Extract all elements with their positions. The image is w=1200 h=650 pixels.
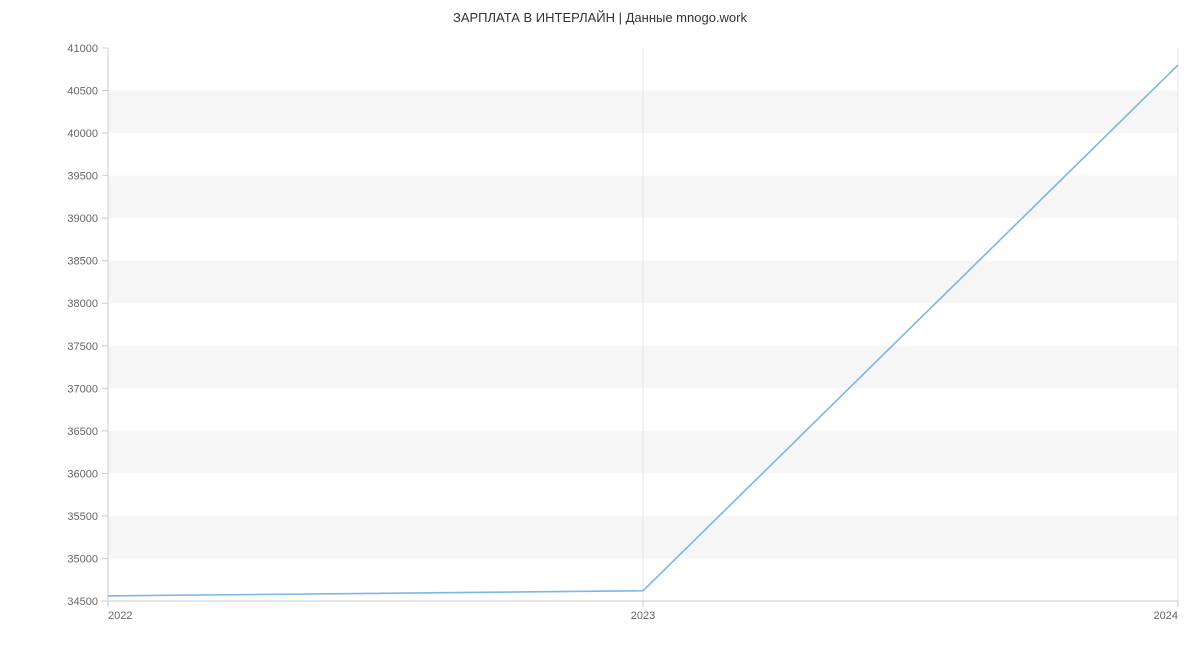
svg-text:36000: 36000 bbox=[67, 468, 98, 480]
svg-text:39000: 39000 bbox=[67, 213, 98, 225]
svg-text:2023: 2023 bbox=[631, 610, 655, 622]
svg-text:36500: 36500 bbox=[67, 426, 98, 438]
svg-text:37500: 37500 bbox=[67, 341, 98, 353]
salary-line-chart: ЗАРПЛАТА В ИНТЕРЛАЙН | Данные mnogo.work… bbox=[0, 0, 1200, 650]
svg-text:34500: 34500 bbox=[67, 596, 98, 608]
svg-text:37000: 37000 bbox=[67, 383, 98, 395]
svg-text:38500: 38500 bbox=[67, 256, 98, 268]
svg-text:41000: 41000 bbox=[67, 43, 98, 55]
svg-text:2024: 2024 bbox=[1154, 610, 1178, 622]
svg-text:2022: 2022 bbox=[108, 610, 132, 622]
svg-text:40000: 40000 bbox=[67, 128, 98, 140]
svg-text:35000: 35000 bbox=[67, 553, 98, 565]
chart-svg: 34500 35000 35500 36000 36500 37000 37500 38000… bbox=[0, 0, 1200, 650]
svg-text:39500: 39500 bbox=[67, 171, 98, 183]
svg-text:40500: 40500 bbox=[67, 86, 98, 98]
svg-text:38000: 38000 bbox=[67, 298, 98, 310]
svg-text:35500: 35500 bbox=[67, 511, 98, 523]
